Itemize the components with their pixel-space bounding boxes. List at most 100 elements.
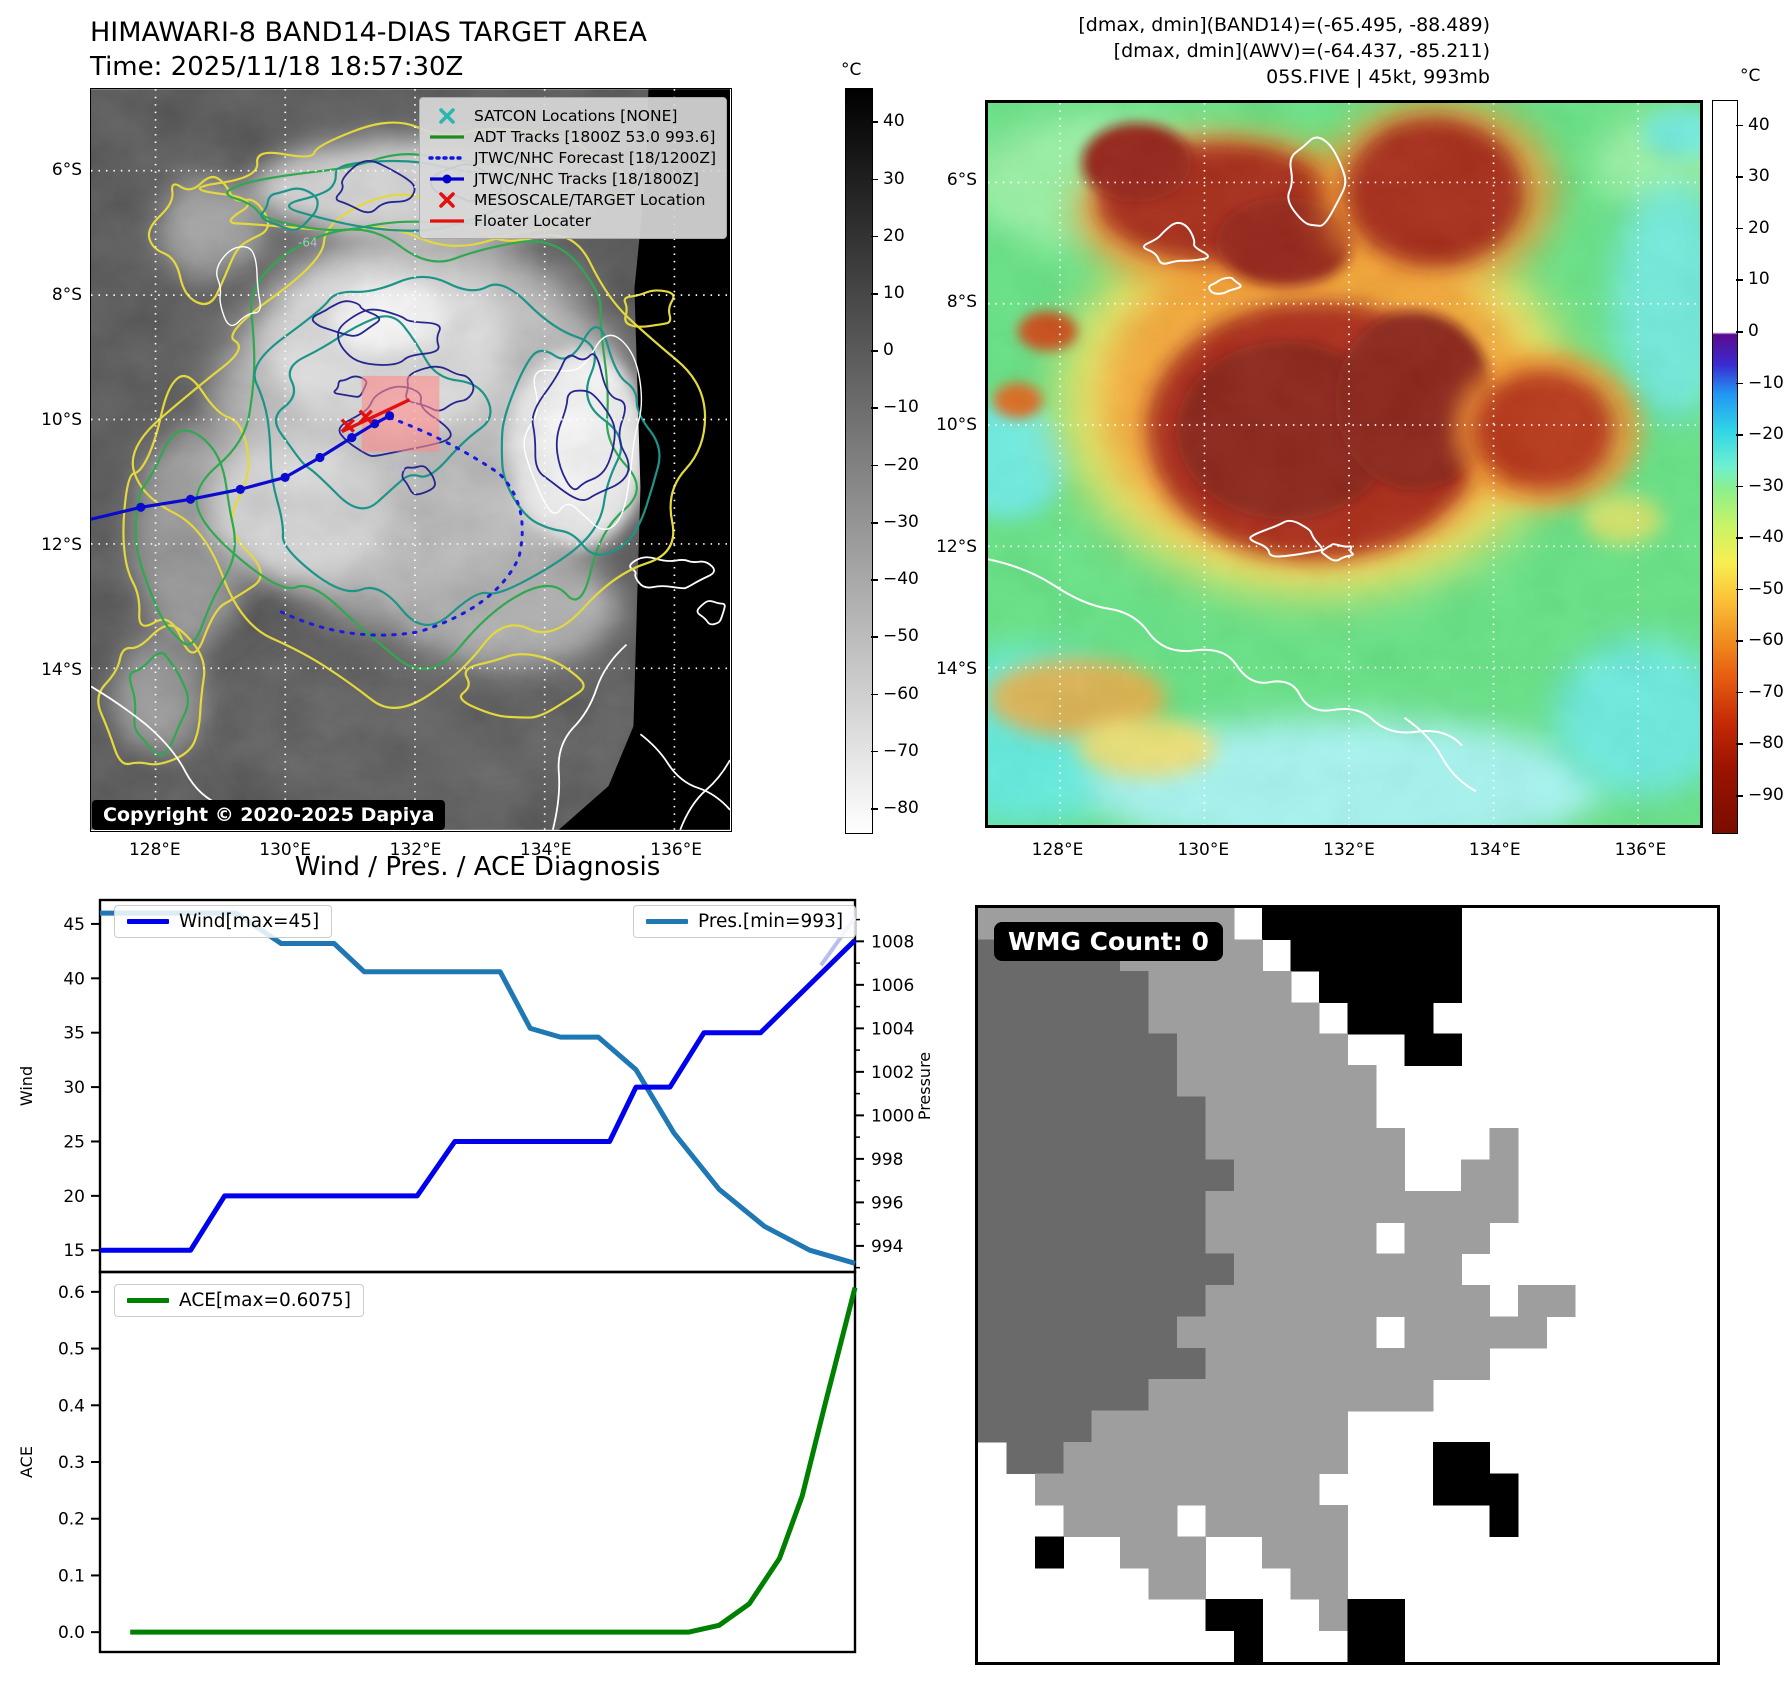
colorbar-tick-label: 30 xyxy=(883,168,905,189)
svg-text:ACE: ACE xyxy=(17,1446,36,1478)
legend-entry-label: Floater Locater xyxy=(473,211,591,230)
colorbar-tick xyxy=(871,636,878,638)
header-line-band14: [dmax, dmin](BAND14)=(-65.495, -88.489) xyxy=(1078,14,1490,36)
svg-text:0.2: 0.2 xyxy=(58,1510,85,1530)
x-tick-label: 130°E xyxy=(259,840,312,860)
colorbar-tick-label: 10 xyxy=(1748,269,1770,290)
colorbar-tick-label: −50 xyxy=(883,626,919,647)
colorbar-tick-label: 10 xyxy=(883,283,905,304)
pressure-legend: Pres.[min=993] xyxy=(633,905,857,938)
series-Pres.[min=993] xyxy=(100,910,856,1266)
legend-entry: SATCON Locations [NONE] xyxy=(428,105,716,126)
colorbar-tick xyxy=(1736,176,1743,178)
floater-line xyxy=(429,218,464,223)
svg-text:1006: 1006 xyxy=(871,976,914,996)
colorbar-tick-label: −30 xyxy=(883,511,919,532)
colorbar-tick xyxy=(1736,537,1743,539)
legend-entry: JTWC/NHC Tracks [18/1800Z] xyxy=(428,168,716,189)
ace-legend: ACE[max=0.6075] xyxy=(114,1284,364,1317)
band14-satellite-map: -64 -76 SATCON Locations [NONE] ADT Tracks… xyxy=(90,88,732,832)
svg-text:996: 996 xyxy=(871,1193,903,1213)
legend-entry: ADT Tracks [1800Z 53.0 993.6] xyxy=(428,126,716,147)
colorbar-tick xyxy=(1736,330,1743,333)
x-tick-label: 128°E xyxy=(128,840,181,860)
colorbar-tick-label: 0 xyxy=(1748,320,1759,341)
ace-legend-label: ACE[max=0.6075] xyxy=(179,1290,351,1311)
colorbar-tick xyxy=(1736,227,1743,230)
colorbar-tick xyxy=(871,579,878,581)
svg-text:998: 998 xyxy=(871,1150,903,1170)
colorbar-tick xyxy=(871,750,878,753)
colorbar-tick xyxy=(1736,794,1743,797)
band14-timestamp: Time: 2025/11/18 18:57:30Z xyxy=(90,52,464,82)
header-line-awv: [dmax, dmin](AWV)=(-64.437, -85.211) xyxy=(1113,40,1490,62)
x-tick-label: 136°E xyxy=(1614,840,1667,860)
pressure-legend-label: Pres.[min=993] xyxy=(698,911,844,932)
svg-text:0.5: 0.5 xyxy=(58,1340,85,1360)
wmg-mask-panel: WMG Count: 0 xyxy=(975,905,1720,1665)
svg-text:0.1: 0.1 xyxy=(58,1566,85,1586)
y-tick-label: 12°S xyxy=(41,534,82,555)
svg-text:0.0: 0.0 xyxy=(58,1623,85,1643)
colorbar-tick xyxy=(871,808,878,810)
y-tick-label: 14°S xyxy=(936,659,977,680)
colorbar-tick-label: 0 xyxy=(883,340,894,361)
legend-entry-label: SATCON Locations [NONE] xyxy=(473,106,678,125)
y-tick-label: 6°S xyxy=(51,159,82,180)
colorbar-tick-label: 20 xyxy=(1748,217,1770,238)
colorbar-tick xyxy=(871,121,878,123)
svg-text:0.3: 0.3 xyxy=(58,1453,85,1473)
colorbar-tick-label: −60 xyxy=(883,683,919,704)
band14-map-image: -64 -76 xyxy=(91,89,730,830)
svg-text:25: 25 xyxy=(63,1132,85,1152)
target-x-marker xyxy=(439,191,455,208)
x-tick-label: 130°E xyxy=(1177,840,1230,860)
svg-text:35: 35 xyxy=(63,1024,85,1044)
colorbar-tick xyxy=(871,521,878,524)
svg-text:45: 45 xyxy=(63,915,85,935)
svg-text:994: 994 xyxy=(871,1237,903,1257)
wmg-mask-image xyxy=(978,908,1717,1662)
colorbar-tick-label: −30 xyxy=(1748,475,1784,496)
adt-track-line xyxy=(429,134,464,139)
svg-text:-64: -64 xyxy=(298,236,318,250)
y-tick-label: 8°S xyxy=(946,292,977,313)
colorbar-tick xyxy=(871,178,878,181)
colorbar-tick xyxy=(1736,743,1743,745)
colorbar-tick xyxy=(1736,691,1743,694)
colorbar-tick-label: −20 xyxy=(1748,424,1784,445)
forecast-dotted-line xyxy=(428,155,466,160)
colorbar-tick-label: −80 xyxy=(1748,733,1784,754)
svg-text:15: 15 xyxy=(63,1241,85,1261)
legend-entry-label: ADT Tracks [1800Z 53.0 993.6] xyxy=(473,127,716,146)
colorbar-tick-label: −80 xyxy=(883,798,919,819)
colorbar-tick-label: −70 xyxy=(883,740,919,761)
colorbar-tick-label: −20 xyxy=(883,454,919,475)
jtwc-track-line xyxy=(429,174,464,183)
diagnosis-charts: 15 20 25 30 35 40 45 Wind 994 996 998 1000 1002 1004 1… xyxy=(17,898,934,1654)
colorbar-tick xyxy=(1736,124,1743,127)
colorbar-tick xyxy=(871,293,878,295)
band14-colorbar xyxy=(845,88,873,834)
awv-colorbar-unit: °C xyxy=(1740,66,1761,86)
svg-text:Wind: Wind xyxy=(17,1066,36,1106)
copyright-badge: Copyright © 2020-2025 Dapiya xyxy=(92,800,446,830)
svg-text:0.4: 0.4 xyxy=(58,1396,85,1416)
series-Wind[max=45] xyxy=(100,938,857,1253)
pressure-legend-swatch xyxy=(646,919,688,924)
awv-header: [dmax, dmin](BAND14)=(-65.495, -88.489) … xyxy=(890,12,1490,90)
svg-text:1008: 1008 xyxy=(871,932,914,952)
y-tick-label: 14°S xyxy=(41,659,82,680)
y-tick-label: 12°S xyxy=(936,536,977,557)
y-tick-label: 10°S xyxy=(936,414,977,435)
colorbar-tick xyxy=(871,235,878,238)
x-tick-label: 136°E xyxy=(650,840,702,860)
colorbar-tick-label: −40 xyxy=(1748,527,1784,548)
colorbar-tick xyxy=(871,407,878,410)
diagnosis-title: Wind / Pres. / ACE Diagnosis xyxy=(294,852,661,882)
colorbar-tick xyxy=(1736,485,1743,488)
x-tick-label: 132°E xyxy=(1323,840,1375,860)
svg-text:-76: -76 xyxy=(386,460,406,474)
colorbar-tick xyxy=(871,464,878,467)
